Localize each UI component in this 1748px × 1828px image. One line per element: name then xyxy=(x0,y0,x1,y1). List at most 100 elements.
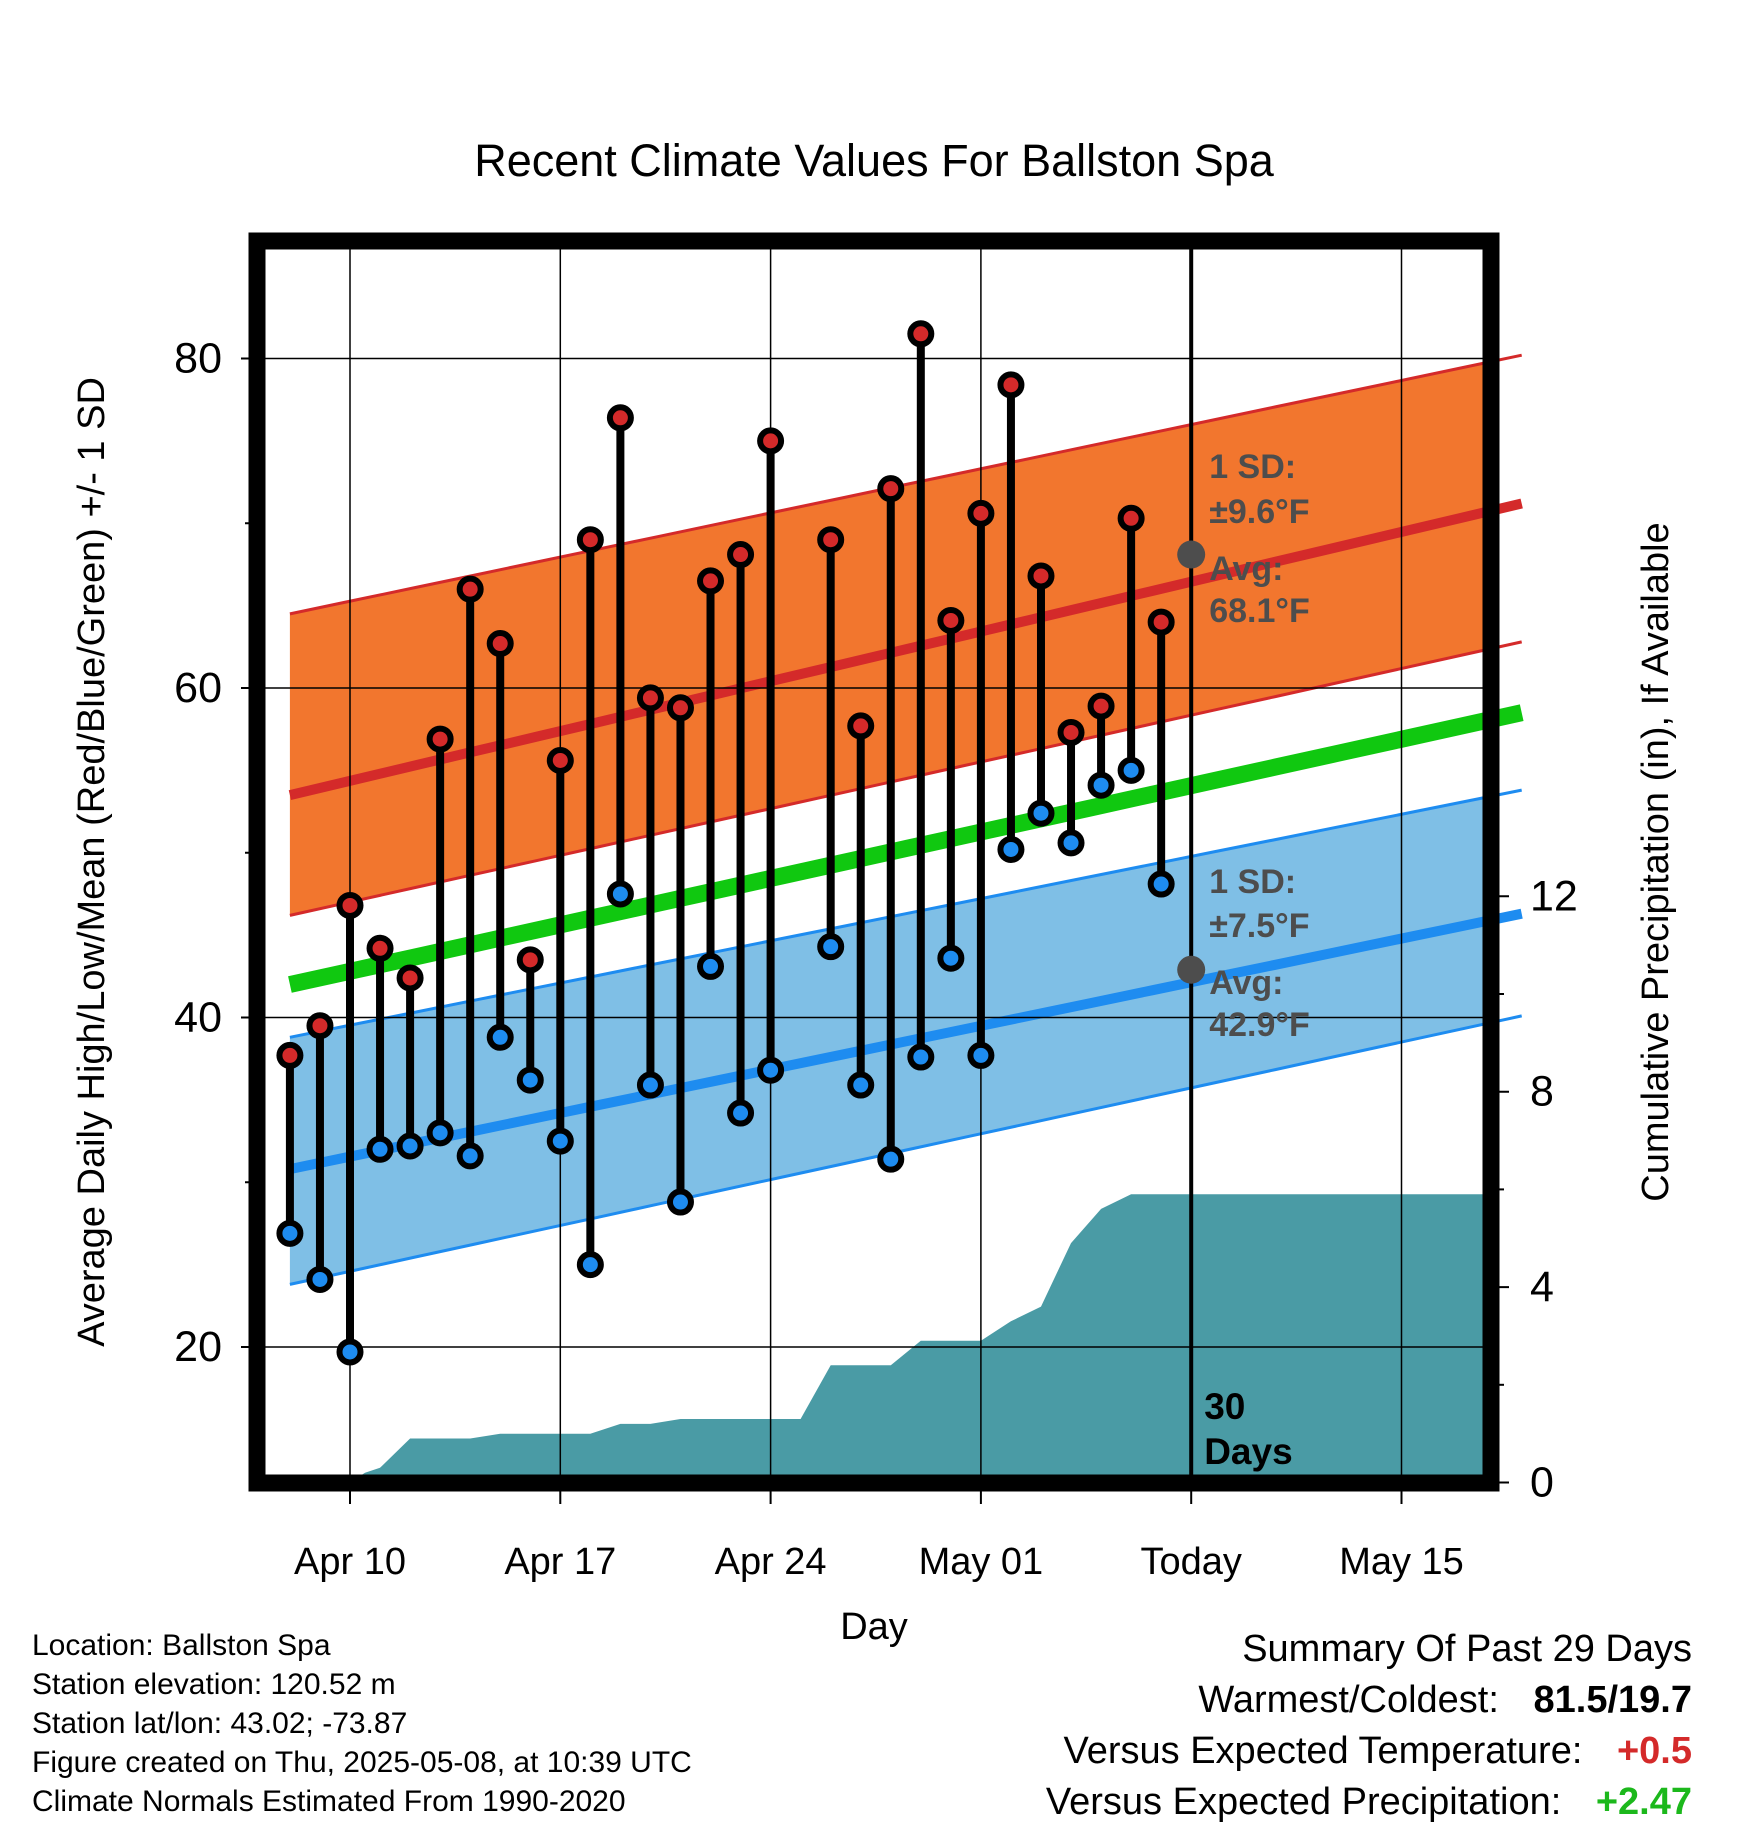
daily-high-point xyxy=(636,684,664,712)
daily-low-point xyxy=(396,1132,424,1160)
daily-high-point xyxy=(516,946,544,974)
y2-axis-label: Cumulative Precipitation (in), If Availa… xyxy=(1635,522,1677,1201)
today-low-marker xyxy=(1177,955,1206,984)
y-tick-label: 40 xyxy=(174,994,222,1042)
daily-low-point xyxy=(486,1023,514,1051)
daily-low-point xyxy=(636,1071,664,1099)
summary-temp: Versus Expected Temperature: +0.5 xyxy=(1046,1726,1692,1777)
daily-low-point xyxy=(997,835,1025,863)
daily-low-point xyxy=(727,1099,755,1127)
x-tick-label: Today xyxy=(1140,1541,1241,1583)
high-sd-value: ±9.6°F xyxy=(1209,493,1309,531)
plot-area: Apr 10 Apr 17 Apr 24 May 01 Today May 15 20 40 6… xyxy=(174,232,1578,1583)
daily-low-point xyxy=(456,1142,484,1170)
daily-high-point xyxy=(817,526,845,554)
station-info: Location: Ballston Spa Station elevation… xyxy=(32,1626,692,1821)
daily-low-point xyxy=(1147,870,1175,898)
x-tick-label: May 15 xyxy=(1339,1541,1464,1583)
daily-high-point xyxy=(1087,692,1115,720)
daily-high-point xyxy=(997,371,1025,399)
daily-high-point xyxy=(847,712,875,740)
y-tick-label: 60 xyxy=(174,664,222,712)
high-avg-value: 68.1°F xyxy=(1209,592,1310,630)
daily-high-point xyxy=(1147,608,1175,636)
daily-high-point xyxy=(967,499,995,527)
daily-high-point xyxy=(306,1012,334,1040)
daily-low-point xyxy=(817,933,845,961)
summary-precip: Versus Expected Precipitation: +2.47 xyxy=(1046,1777,1692,1828)
low-average-line xyxy=(288,908,1523,1174)
y-tick-label: 20 xyxy=(174,1323,222,1371)
daily-high-point xyxy=(396,964,424,992)
daily-low-point xyxy=(276,1219,304,1247)
daily-low-point xyxy=(546,1127,574,1155)
y-tick-label: 80 xyxy=(174,335,222,383)
daily-high-point xyxy=(336,891,364,919)
today-days-label: 30 Days xyxy=(1204,1386,1292,1472)
daily-low-point xyxy=(757,1056,785,1084)
temp-delta: +0.5 xyxy=(1616,1730,1692,1772)
daily-high-point xyxy=(426,725,454,753)
temp-label: Versus Expected Temperature: xyxy=(1063,1730,1583,1772)
daily-high-point xyxy=(907,320,935,348)
low-avg-value: 42.9°F xyxy=(1209,1006,1310,1044)
daily-low-point xyxy=(366,1135,394,1163)
latlon-text: Station lat/lon: 43.02; -73.87 xyxy=(32,1707,408,1740)
x-tick-label: Apr 24 xyxy=(715,1541,827,1583)
daily-low-point xyxy=(516,1066,544,1094)
daily-low-point xyxy=(666,1188,694,1216)
coldest-value: 19.7 xyxy=(1618,1679,1692,1721)
y-axis-label: Average Daily High/Low/Mean (Red/Blue/Gr… xyxy=(71,377,113,1347)
location-text: Location: Ballston Spa xyxy=(32,1629,331,1662)
x-tick-label: May 01 xyxy=(919,1541,1044,1583)
daily-low-point xyxy=(847,1071,875,1099)
daily-low-point xyxy=(877,1145,905,1173)
low-sd-band-lower-edge xyxy=(289,1014,1523,1286)
daily-high-point xyxy=(576,526,604,554)
y2-tick-label: 4 xyxy=(1530,1263,1554,1311)
daily-low-point xyxy=(1117,756,1145,784)
daily-low-point xyxy=(967,1041,995,1069)
daily-high-point xyxy=(1057,718,1085,746)
daily-low-point xyxy=(1087,771,1115,799)
precip-delta: +2.47 xyxy=(1595,1781,1692,1823)
chart-title: Recent Climate Values For Ballston Spa xyxy=(474,135,1275,186)
daily-high-point xyxy=(697,567,725,595)
daily-high-point xyxy=(666,694,694,722)
plot-frame xyxy=(248,232,1500,1492)
y2-tick-label: 8 xyxy=(1530,1068,1554,1116)
high-sd-label: 1 SD: xyxy=(1209,448,1296,486)
x-tick-label: Apr 17 xyxy=(504,1541,616,1583)
low-sd-band-upper-edge xyxy=(289,788,1522,1039)
x-tick-label: Apr 10 xyxy=(294,1541,406,1583)
extremes-label: Warmest/Coldest: xyxy=(1198,1679,1499,1721)
elevation-text: Station elevation: 120.52 m xyxy=(32,1668,396,1701)
high-avg-label: Avg: xyxy=(1209,550,1283,588)
low-sd-value: ±7.5°F xyxy=(1209,907,1309,945)
warmest-value: 81.5 xyxy=(1533,1679,1608,1721)
daily-low-point xyxy=(937,944,965,972)
today-high-marker xyxy=(1177,540,1206,569)
daily-low-point xyxy=(576,1251,604,1279)
y2-tick-label: 12 xyxy=(1530,872,1578,920)
low-avg-label: Avg: xyxy=(1209,964,1283,1002)
mean-line xyxy=(288,704,1524,993)
extremes-value: 81.5/19.7 xyxy=(1534,1675,1693,1726)
daily-high-point xyxy=(937,606,965,634)
daily-low-point xyxy=(907,1043,935,1071)
daily-low-point xyxy=(1027,799,1055,827)
daily-low-point xyxy=(426,1119,454,1147)
x-axis-label: Day xyxy=(840,1606,908,1648)
daily-high-point xyxy=(1117,504,1145,532)
precip-label: Versus Expected Precipitation: xyxy=(1045,1781,1562,1823)
daily-high-point xyxy=(456,575,484,603)
summary-panel: Summary Of Past 29 Days Warmest/Coldest:… xyxy=(1046,1624,1692,1828)
high-sd-band-upper-edge xyxy=(289,353,1523,616)
daily-low-point xyxy=(1057,829,1085,857)
daily-high-point xyxy=(1027,562,1055,590)
normals-text: Climate Normals Estimated From 1990-2020 xyxy=(32,1785,626,1818)
precipitation-area xyxy=(358,1194,1485,1477)
low-sd-label: 1 SD: xyxy=(1209,863,1296,901)
daily-low-point xyxy=(606,880,634,908)
